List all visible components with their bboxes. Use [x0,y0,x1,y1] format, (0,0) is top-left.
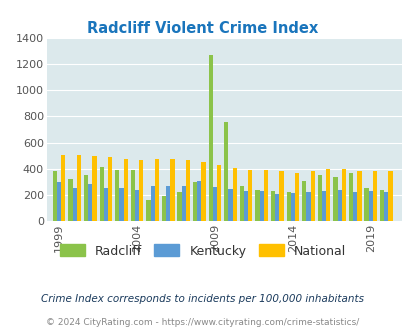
Bar [212,187,217,221]
Bar [150,186,154,221]
Bar [53,171,57,221]
Bar [259,191,263,221]
Bar [372,171,376,221]
Bar [239,186,243,221]
Bar [294,173,298,221]
Bar [356,171,360,221]
Bar [146,200,150,221]
Bar [154,159,159,221]
Bar [208,55,212,221]
Bar [57,182,61,221]
Bar [243,191,247,221]
Bar [290,193,294,221]
Bar [139,160,143,221]
Bar [263,170,267,221]
Bar [88,184,92,221]
Bar [232,168,236,221]
Bar [201,162,205,221]
Bar [177,192,181,221]
Bar [61,155,65,221]
Bar [92,156,96,221]
Bar [321,191,325,221]
Text: Radcliff Violent Crime Index: Radcliff Violent Crime Index [87,21,318,36]
Bar [166,186,170,221]
Bar [310,171,314,221]
Bar [337,190,341,221]
Bar [333,177,337,221]
Bar [388,171,392,221]
Bar [301,181,306,221]
Bar [130,170,134,221]
Bar [123,159,128,221]
Bar [217,165,221,221]
Bar [108,157,112,221]
Legend: Radcliff, Kentucky, National: Radcliff, Kentucky, National [55,240,350,263]
Bar [224,122,228,221]
Bar [255,190,259,221]
Text: Crime Index corresponds to incidents per 100,000 inhabitants: Crime Index corresponds to incidents per… [41,294,364,304]
Bar [134,190,139,221]
Bar [77,155,81,221]
Bar [348,173,352,221]
Bar [104,188,108,221]
Bar [84,175,88,221]
Bar [68,179,72,221]
Bar [286,192,290,221]
Bar [228,189,232,221]
Bar [115,170,119,221]
Bar [119,188,123,221]
Bar [317,175,321,221]
Bar [306,192,310,221]
Bar [181,186,185,221]
Bar [364,188,368,221]
Bar [270,191,275,221]
Bar [341,169,345,221]
Bar [325,169,330,221]
Bar [368,191,372,221]
Bar [185,160,190,221]
Bar [72,188,77,221]
Bar [247,170,252,221]
Bar [352,192,356,221]
Bar [162,196,166,221]
Bar [170,159,174,221]
Bar [197,181,201,221]
Bar [379,190,383,221]
Bar [383,192,388,221]
Bar [275,194,279,221]
Text: © 2024 CityRating.com - https://www.cityrating.com/crime-statistics/: © 2024 CityRating.com - https://www.city… [46,318,359,327]
Bar [279,171,283,221]
Bar [99,167,104,221]
Bar [193,182,197,221]
